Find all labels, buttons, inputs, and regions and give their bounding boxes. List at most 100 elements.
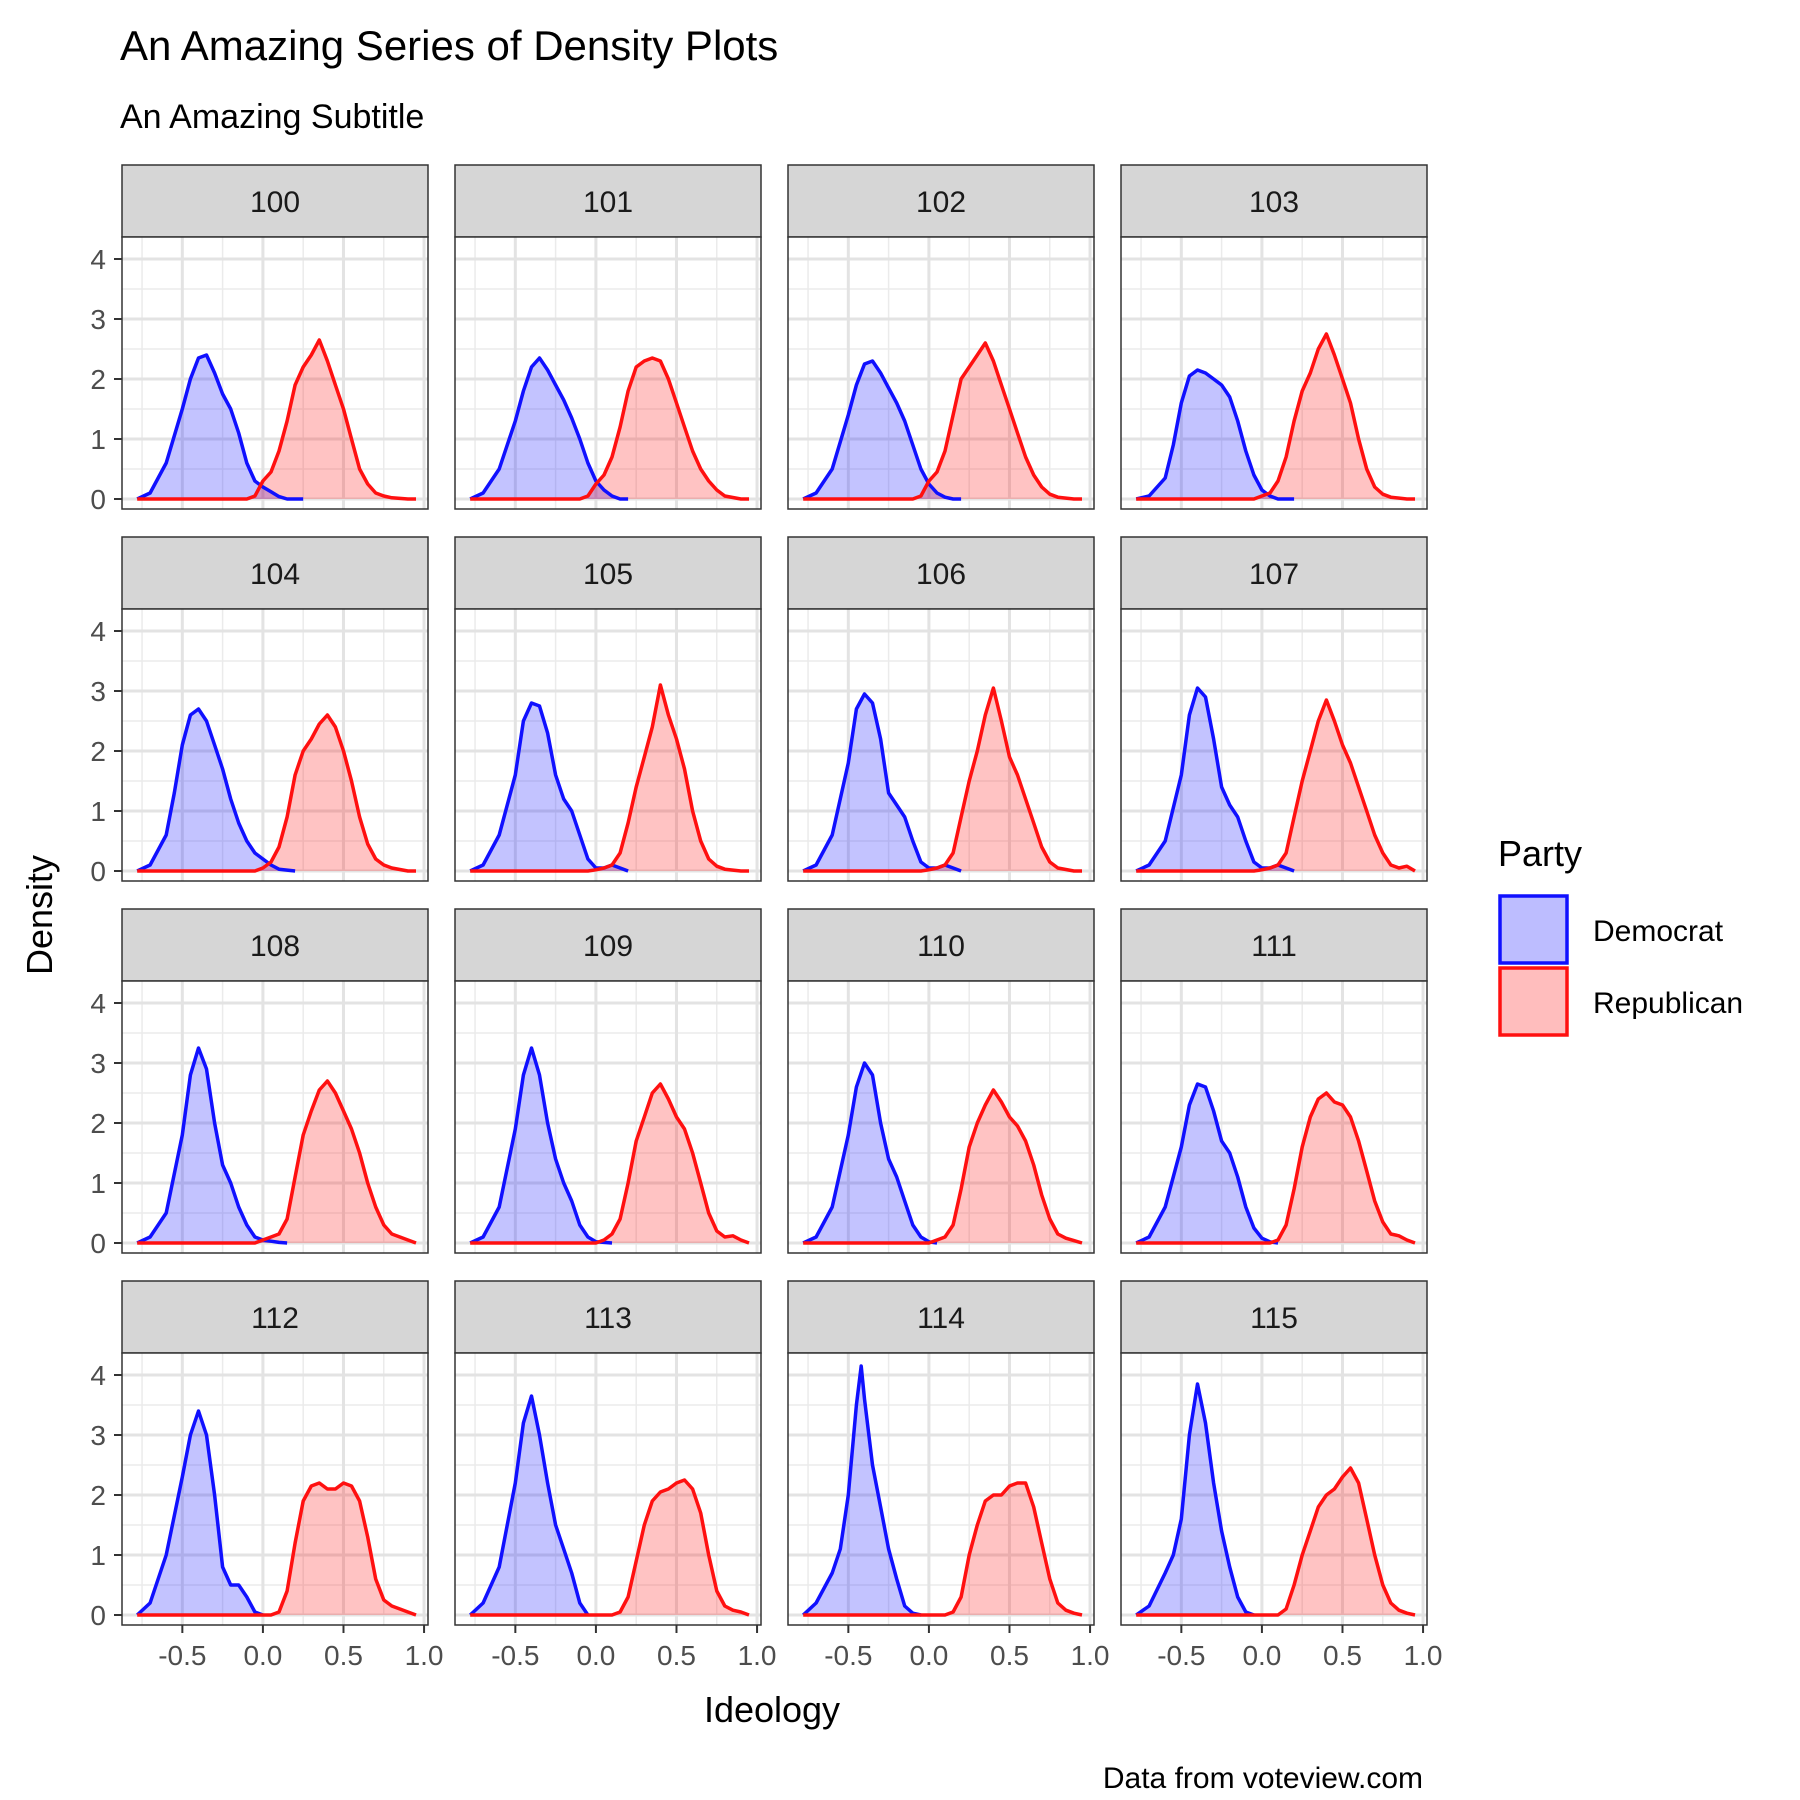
x-tick-label: -0.5 [158,1640,206,1671]
facet-panel-109: 109 [454,908,762,1254]
density-line-republican [137,713,416,873]
density-area-republican [1136,1093,1415,1243]
panel-border [121,236,429,510]
series-group [802,686,1082,873]
facet-panel-106: 106 [787,536,1095,882]
legend-item-republican: Republican [1498,966,1743,1037]
x-tick-label: -0.5 [1157,1640,1205,1671]
y-tick-label: 3 [90,676,106,707]
facet-strip-label: 101 [583,186,633,219]
facet-strip-label: 114 [917,1302,965,1335]
y-tick-label: 4 [90,616,106,647]
density-area-democrat [137,1048,288,1243]
x-tick-label: 0.5 [1323,1640,1362,1671]
facet-strip-label: 107 [1249,558,1299,591]
panel-border [787,236,1095,510]
density-line-republican [803,1481,1083,1617]
facet-strip-label: 103 [1249,186,1299,219]
density-line-republican [137,1079,417,1245]
density-area-republican [1136,1468,1415,1615]
facet-panel-112: 112 0 1 2 3 4 -0.5 0.0 0.5 1.0 [90,1280,444,1671]
panel-border [1120,980,1428,1254]
x-tick-label: 0.0 [1242,1640,1281,1671]
y-tick-label: 3 [90,304,106,335]
density-area-democrat [470,1048,612,1243]
series-group [136,1046,417,1245]
y-tick-label: 1 [90,1168,106,1199]
facet-panel-108: 108 0 1 2 3 4 [90,908,429,1259]
y-tick-label: 0 [90,856,106,887]
legend-item-democrat: Democrat [1498,894,1724,965]
density-line-republican [803,341,1082,501]
density-line-democrat [802,359,962,501]
panel-border [1120,608,1428,882]
density-area-republican [470,685,749,871]
density-area-democrat [470,358,629,499]
y-tick-label: 3 [90,1420,106,1451]
facet-strip-label: 112 [251,1302,299,1335]
panel-grid [455,237,761,509]
density-line-democrat [1135,1382,1255,1617]
facet-strip-label: 111 [1251,930,1297,963]
legend-title: Party [1498,833,1582,874]
density-line-democrat [802,1061,938,1245]
density-line-democrat [469,1046,613,1245]
panel-border [787,1352,1095,1626]
density-area-democrat [1136,1084,1278,1243]
density-line-democrat [136,1409,264,1617]
panel-background [1121,237,1427,509]
density-line-democrat [469,356,629,501]
density-area-republican [470,1480,749,1615]
series-group [469,1046,750,1245]
density-line-republican [803,1088,1083,1245]
facet-panel-102: 102 [787,164,1095,510]
panel-border [787,980,1095,1254]
density-area-democrat [803,694,962,871]
series-group [802,1364,1083,1617]
series-group [802,1061,1083,1245]
legend-key-democrat [1498,894,1569,965]
panel-background [122,609,428,881]
series-group [1135,1382,1416,1617]
density-area-republican [137,1483,416,1615]
density-area-republican [803,1090,1082,1243]
density-line-democrat [1135,1082,1279,1245]
facet-strip-label: 104 [250,558,300,591]
facet-panel-113: 113 -0.5 0.0 0.5 1.0 [454,1280,777,1671]
panel-background [788,981,1094,1253]
panel-background [1121,1353,1427,1625]
x-tick-label: 1.0 [1404,1640,1443,1671]
y-tick-label: 2 [90,1108,106,1139]
y-tick-label: 2 [90,736,106,767]
panel-grid [1121,1353,1427,1625]
x-tick-label: 0.0 [576,1640,615,1671]
x-tick-label: 0.5 [324,1640,363,1671]
y-axis-label: Density [19,855,60,975]
facet-panel-111: 111 [1120,908,1428,1254]
chart-title: An Amazing Series of Density Plots [120,22,778,69]
density-line-republican [470,1478,750,1617]
density-line-democrat [136,353,304,501]
y-tick-label: 1 [90,424,106,455]
y-tick-label: 0 [90,484,106,515]
series-group [136,1409,417,1617]
y-tick-label: 2 [90,364,106,395]
panel-border [454,236,762,510]
density-area-democrat [803,1366,921,1615]
density-area-democrat [137,355,304,499]
panel-border [454,980,762,1254]
panel-grid [788,981,1094,1253]
facet-strip [787,1280,1095,1354]
density-area-democrat [1136,688,1295,871]
series-group [802,341,1082,501]
series-group [136,707,416,873]
density-line-republican [137,1481,417,1617]
panel-grid [788,237,1094,509]
density-line-republican [470,356,749,501]
x-tick-label: 0.5 [657,1640,696,1671]
facet-strip [121,536,429,610]
chart-subtitle: An Amazing Subtitle [120,98,424,136]
density-area-democrat [137,1411,263,1615]
